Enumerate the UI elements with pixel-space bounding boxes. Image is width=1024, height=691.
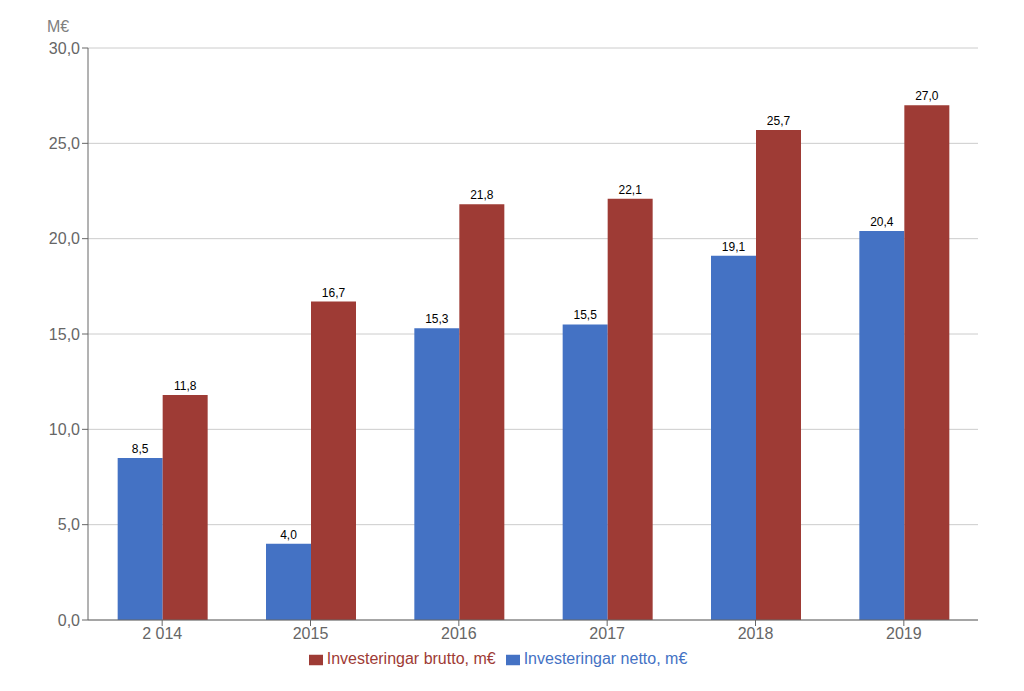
svg-text:2017: 2017 <box>589 625 625 642</box>
svg-text:2018: 2018 <box>738 625 774 642</box>
svg-text:4,0: 4,0 <box>280 528 297 542</box>
html-text:Investeringar brutto, m€: Investeringar brutto, m€ <box>326 650 496 667</box>
svg-text:30,0: 30,0 <box>49 40 80 57</box>
svg-text:11,8: 11,8 <box>174 379 197 393</box>
svg-text:20,4: 20,4 <box>870 215 894 229</box>
svg-text:5,0: 5,0 <box>58 516 80 533</box>
svg-text:15,3: 15,3 <box>425 312 449 326</box>
svg-text:16,7: 16,7 <box>322 286 346 300</box>
svg-text:M€: M€ <box>47 18 69 35</box>
svg-text:27,0: 27,0 <box>915 89 939 103</box>
svg-text:8,5: 8,5 <box>132 442 149 456</box>
html-text:Investeringar netto, m€: Investeringar netto, m€ <box>523 650 688 667</box>
svg-text:25,7: 25,7 <box>767 114 791 128</box>
svg-text:10,0: 10,0 <box>49 421 80 438</box>
svg-text:22,1: 22,1 <box>618 183 642 197</box>
svg-text:19,1: 19,1 <box>722 240 746 254</box>
svg-text:15,5: 15,5 <box>573 308 597 322</box>
svg-text:0,0: 0,0 <box>58 612 80 629</box>
svg-text:2015: 2015 <box>293 625 329 642</box>
svg-text:2019: 2019 <box>886 625 922 642</box>
svg-text:20,0: 20,0 <box>49 230 80 247</box>
svg-text:2016: 2016 <box>441 625 477 642</box>
svg-text:25,0: 25,0 <box>49 135 80 152</box>
svg-text:15,0: 15,0 <box>49 326 80 343</box>
svg-text:2 014: 2 014 <box>142 625 182 642</box>
svg-text:21,8: 21,8 <box>470 188 494 202</box>
